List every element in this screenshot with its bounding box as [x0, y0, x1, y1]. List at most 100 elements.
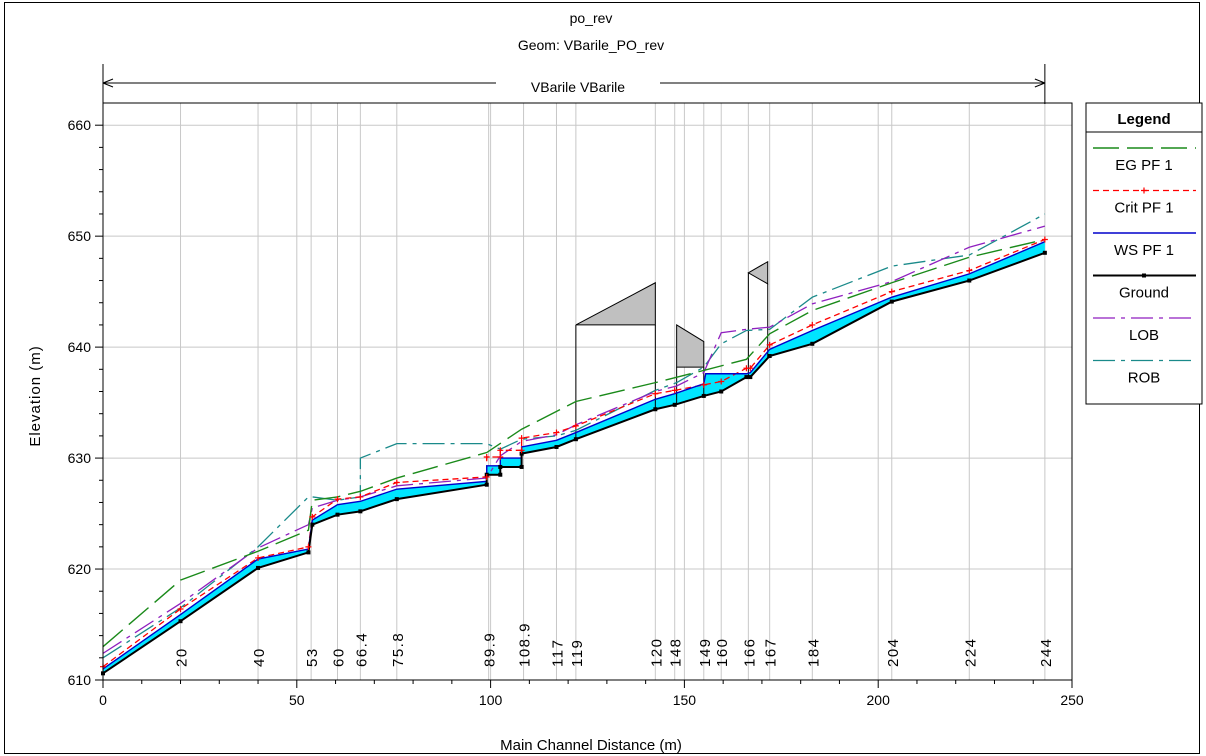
ground-point — [767, 353, 772, 358]
legend-entry-label: ROB — [1128, 370, 1161, 387]
crit-point — [483, 473, 490, 480]
ground-point — [310, 522, 315, 527]
legend-marker — [1142, 273, 1146, 278]
series-line-eg-pf-1 — [102, 238, 1046, 648]
station-label: 60 — [330, 647, 347, 667]
ground-point — [178, 619, 183, 624]
x-tick-label: 250 — [1060, 692, 1084, 708]
ground-point — [554, 444, 559, 449]
ground-point — [889, 299, 894, 304]
y-tick-label: 630 — [68, 450, 92, 466]
y-tick-label: 660 — [68, 117, 92, 133]
station-label: 119 — [569, 639, 586, 667]
legend-entry-label: LOB — [1129, 327, 1159, 344]
ground-point — [519, 464, 524, 469]
plot-border — [102, 102, 1073, 681]
crit-point — [357, 493, 364, 500]
series-line-crit-pf-1 — [102, 238, 1046, 668]
crit-point — [1041, 236, 1048, 243]
ground-point — [335, 512, 340, 517]
station-label: 108.9 — [517, 622, 534, 667]
plot-area: 0 50 100 150 200 250 610 620 630 640 650 660 20 40 53 6… — [68, 64, 1084, 708]
ground-point — [256, 565, 261, 570]
station-label: 244 — [1038, 637, 1055, 667]
crit-point — [700, 381, 707, 388]
station-label: 184 — [805, 637, 822, 667]
crit-point — [671, 387, 678, 394]
legend-title: Legend — [1117, 111, 1170, 128]
ground-point — [653, 407, 658, 412]
crit-point — [747, 365, 754, 372]
legend-entry-label: WS PF 1 — [1114, 242, 1174, 259]
bridge-deck — [676, 324, 705, 368]
station-label: 117 — [549, 639, 566, 667]
ground-point — [358, 509, 363, 514]
crit-point — [572, 422, 579, 429]
crit-point — [518, 435, 525, 442]
x-tick-label: 0 — [99, 692, 107, 708]
legend-box — [1085, 102, 1203, 405]
crit-point — [966, 267, 973, 274]
crit-point — [652, 390, 659, 397]
station-label: 66.4 — [353, 632, 370, 667]
water-fill — [103, 241, 1045, 674]
legend-entry-label: EG PF 1 — [1115, 157, 1173, 174]
crit-point — [177, 605, 184, 612]
ground-point — [748, 375, 753, 380]
x-axis-label: Main Channel Distance (m) — [500, 737, 682, 754]
crit-point — [809, 321, 816, 328]
legend-entry-label: Ground — [1119, 285, 1169, 302]
crit-point — [888, 288, 895, 295]
crit-point — [334, 496, 341, 503]
station-label: 53 — [304, 647, 321, 667]
station-label: 167 — [763, 637, 780, 667]
y-tick-label: 640 — [68, 339, 92, 355]
legend-entry-label: Crit PF 1 — [1114, 200, 1173, 217]
reach-label: VBarile VBarile — [531, 79, 625, 95]
series-line-ws-pf-1 — [102, 241, 1046, 670]
ground-point — [810, 341, 815, 346]
x-tick-label: 100 — [479, 692, 503, 708]
station-label: 148 — [668, 637, 685, 667]
reach-arrow-head — [1034, 78, 1046, 88]
station-label: 160 — [714, 637, 731, 667]
legend-marker — [1141, 187, 1147, 194]
series-line-ground — [102, 251, 1046, 675]
ground-point — [1042, 250, 1047, 255]
crit-point — [518, 447, 525, 454]
crit-point — [718, 378, 725, 385]
reach-arrow-head — [102, 78, 114, 88]
chart-subtitle: Geom: VBarile_PO_rev — [518, 37, 664, 53]
ground-point — [394, 497, 399, 502]
y-tick-label: 610 — [68, 672, 92, 688]
ground-point — [484, 482, 489, 487]
crit-point — [305, 543, 312, 550]
ground-point — [498, 464, 503, 469]
y-tick-label: 620 — [68, 561, 92, 577]
station-label: 40 — [251, 647, 268, 667]
station-label: 75.8 — [390, 632, 407, 667]
station-label: 224 — [962, 637, 979, 667]
ground-point — [498, 472, 503, 477]
y-tick-label: 650 — [68, 228, 92, 244]
ground-point — [744, 375, 749, 380]
crit-point — [553, 429, 560, 436]
bridge-deck — [747, 260, 769, 285]
ground-point — [967, 278, 972, 283]
x-tick-label: 150 — [673, 692, 697, 708]
chart-title: po_rev — [570, 10, 613, 26]
crit-point — [309, 513, 316, 520]
station-label: 89.9 — [482, 632, 499, 667]
station-label: 166 — [741, 637, 758, 667]
station-label: 204 — [885, 637, 902, 667]
crit-point — [497, 453, 504, 460]
station-label: 120 — [648, 637, 665, 667]
station-label: 20 — [174, 647, 191, 667]
x-tick-label: 200 — [867, 692, 891, 708]
crit-point — [766, 341, 773, 348]
ground-point — [719, 389, 724, 394]
bridge-deck — [575, 281, 656, 326]
station-label: 149 — [697, 637, 714, 667]
legend: Legend EG PF 1 Crit PF 1 WS PF 1 Ground LOB R… — [1085, 102, 1203, 405]
